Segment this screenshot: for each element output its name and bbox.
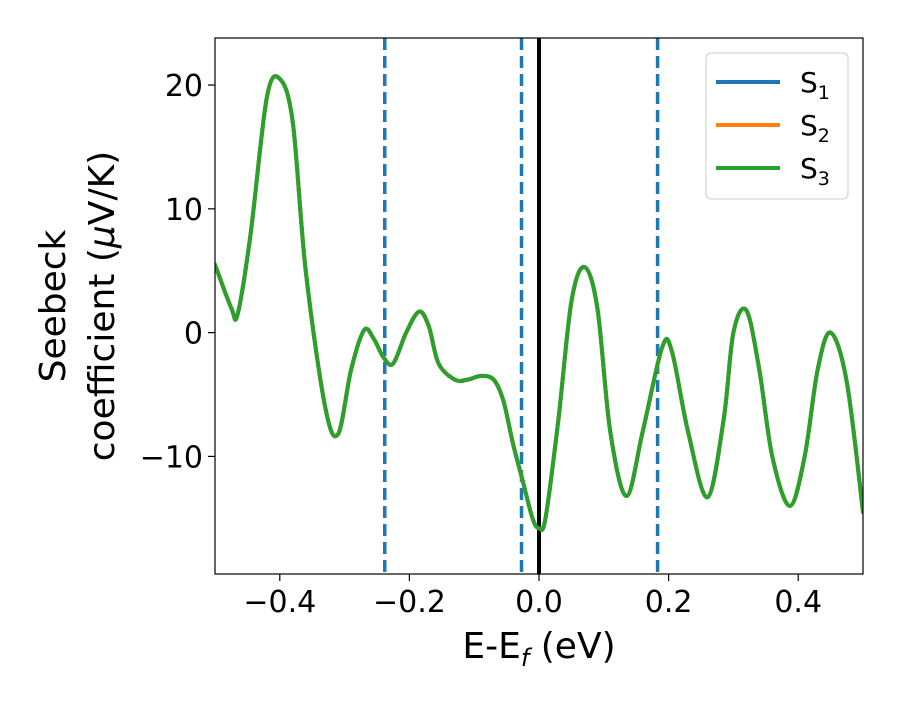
legend-label-3: S3	[800, 152, 830, 190]
x-tick-label: −0.4	[243, 585, 316, 620]
y-axis-title-unit: V/K)	[82, 151, 123, 225]
y-tick-label: 20	[165, 69, 203, 104]
reference-lines	[383, 38, 660, 574]
x-tick-label: 0.4	[774, 585, 822, 620]
y-tick-label: 0	[184, 317, 203, 352]
legend-label-2: S2	[800, 109, 830, 147]
legend-label-1: S1	[800, 66, 830, 104]
x-axis-title: E-Ef (eV)	[462, 626, 615, 672]
tick-layer: −0.4 −0.2 0.0 0.2 0.4 −10 0 10 20	[140, 69, 822, 620]
x-tick-label: −0.2	[373, 585, 446, 620]
y-tick-label: −10	[140, 440, 203, 475]
legend: S1 S2 S3	[705, 52, 849, 200]
y-axis-title-mu: μ	[82, 225, 123, 249]
series-layer	[215, 74, 863, 533]
y-tick-label: 10	[165, 193, 203, 228]
y-axis-title-line2-text: coefficient (	[82, 248, 123, 461]
x-tick-label: 0.2	[645, 585, 693, 620]
y-axis-title-line1: Seebeck	[33, 229, 74, 382]
x-axis-title-unit: (eV)	[529, 626, 615, 667]
x-axis-title-main: E-E	[462, 626, 520, 667]
y-axis-title-line2: coefficient (μV/K)	[82, 151, 123, 461]
x-tick-label: 0.0	[515, 585, 563, 620]
series-line-s3	[215, 74, 863, 533]
